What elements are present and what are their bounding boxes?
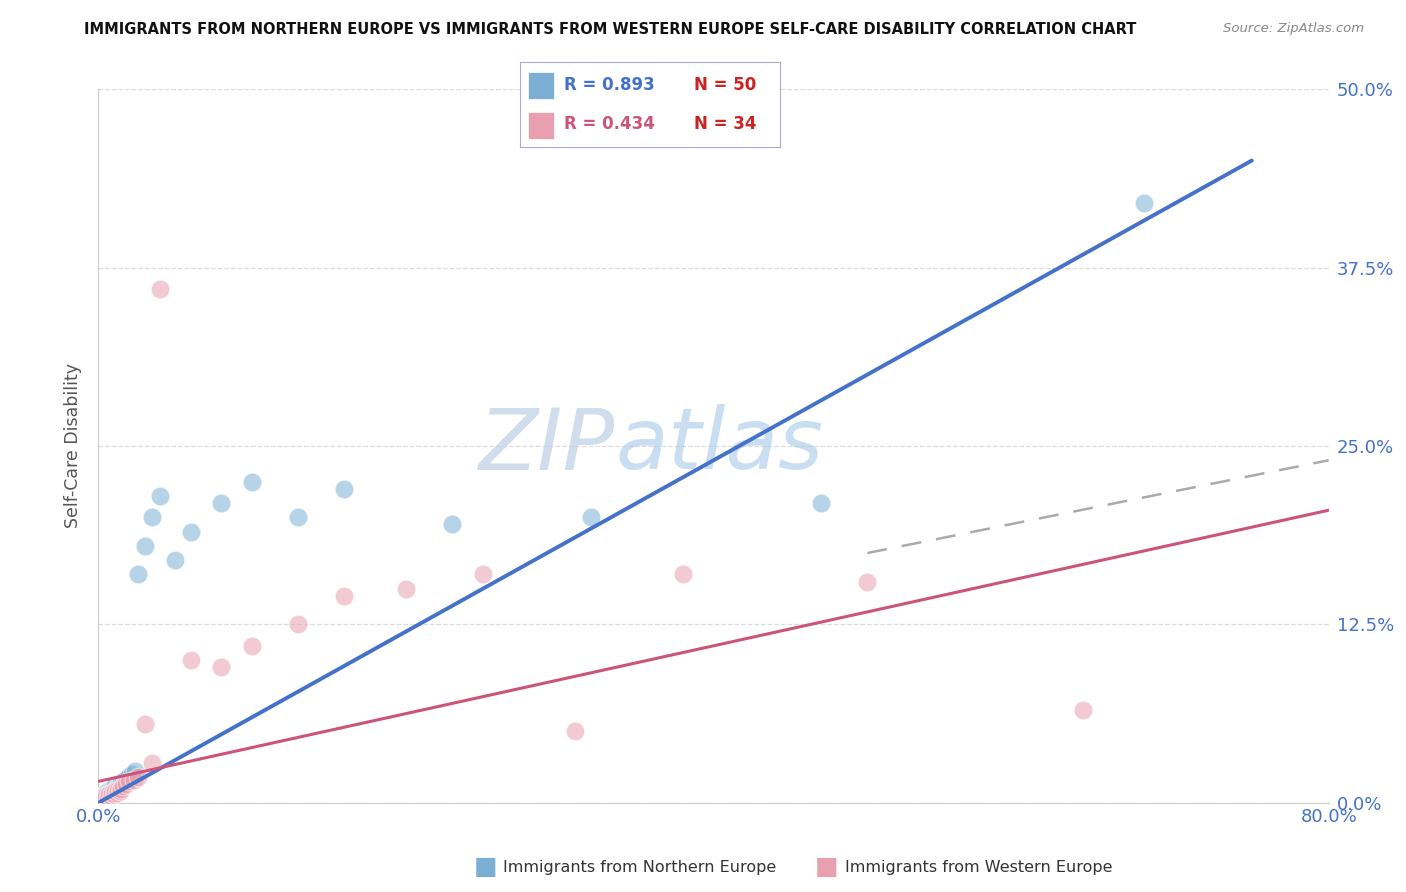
Point <box>395 582 418 596</box>
Point <box>105 786 128 800</box>
Bar <box>529 71 554 99</box>
Point <box>149 489 172 503</box>
Point <box>97 784 120 798</box>
Point <box>107 779 129 793</box>
Point <box>127 770 149 784</box>
Point <box>97 786 120 800</box>
Point <box>100 789 122 803</box>
Y-axis label: Self-Care Disability: Self-Care Disability <box>65 364 83 528</box>
Text: Source: ZipAtlas.com: Source: ZipAtlas.com <box>1223 22 1364 36</box>
Point <box>1071 703 1094 717</box>
Point <box>810 496 832 510</box>
Point <box>115 777 138 791</box>
Point <box>93 791 115 805</box>
Point <box>112 774 135 789</box>
Point <box>118 769 141 783</box>
Point <box>101 781 124 796</box>
Point <box>211 496 233 510</box>
Point <box>114 772 136 787</box>
Point <box>108 777 131 791</box>
Point <box>118 774 141 789</box>
Point <box>97 790 120 805</box>
Point <box>107 783 129 797</box>
Point <box>89 793 111 807</box>
Point <box>672 567 695 582</box>
Point <box>141 756 163 770</box>
Point <box>441 517 464 532</box>
Point <box>180 653 202 667</box>
Point <box>90 791 112 805</box>
Point <box>103 787 125 801</box>
Point <box>98 783 121 797</box>
Point <box>103 783 125 797</box>
Point <box>856 574 879 589</box>
Point <box>471 567 494 582</box>
Point <box>165 553 187 567</box>
Point <box>287 617 309 632</box>
Point <box>112 779 135 793</box>
Point <box>104 779 127 793</box>
Text: N = 34: N = 34 <box>695 115 756 133</box>
Point <box>91 790 114 805</box>
Point <box>105 780 128 794</box>
Point <box>121 767 143 781</box>
Point <box>93 789 115 803</box>
Text: IMMIGRANTS FROM NORTHERN EUROPE VS IMMIGRANTS FROM WESTERN EUROPE SELF-CARE DISA: IMMIGRANTS FROM NORTHERN EUROPE VS IMMIG… <box>84 22 1136 37</box>
Point <box>579 510 602 524</box>
Point <box>287 510 309 524</box>
Text: ZIP: ZIP <box>479 404 616 488</box>
Point <box>1133 196 1156 211</box>
Point <box>94 786 117 800</box>
Text: ■: ■ <box>474 855 496 879</box>
Point <box>134 717 156 731</box>
Text: Immigrants from Northern Europe: Immigrants from Northern Europe <box>503 860 776 874</box>
Point <box>93 790 115 805</box>
Point <box>211 660 233 674</box>
Text: R = 0.893: R = 0.893 <box>564 77 655 95</box>
Point <box>98 787 121 801</box>
Text: Immigrants from Western Europe: Immigrants from Western Europe <box>845 860 1112 874</box>
Point <box>94 787 117 801</box>
Point <box>91 789 114 803</box>
Point <box>240 475 263 489</box>
Point <box>90 793 112 807</box>
Point <box>124 764 146 779</box>
Point <box>97 789 120 803</box>
Point <box>91 791 114 805</box>
Point <box>333 482 356 496</box>
Point <box>91 790 114 805</box>
Point <box>333 589 356 603</box>
Text: R = 0.434: R = 0.434 <box>564 115 655 133</box>
Point <box>134 539 156 553</box>
Point <box>89 794 111 808</box>
Text: atlas: atlas <box>616 404 823 488</box>
Point <box>103 780 125 794</box>
Point <box>104 784 127 798</box>
Point <box>90 791 112 805</box>
Point <box>101 784 124 798</box>
Point <box>110 776 132 790</box>
Point <box>100 781 122 796</box>
Point <box>127 567 149 582</box>
Point <box>94 789 117 803</box>
Point <box>108 784 131 798</box>
Point <box>141 510 163 524</box>
Point <box>115 772 138 786</box>
Point <box>98 786 121 800</box>
Point <box>110 781 132 796</box>
Point <box>94 789 117 803</box>
Point <box>149 282 172 296</box>
Point <box>240 639 263 653</box>
Text: ■: ■ <box>815 855 838 879</box>
Text: N = 50: N = 50 <box>695 77 756 95</box>
Point <box>89 793 111 807</box>
Point <box>180 524 202 539</box>
Bar <box>529 112 554 139</box>
Point <box>100 784 122 798</box>
Point <box>90 790 112 805</box>
Point <box>101 786 124 800</box>
Point <box>564 724 586 739</box>
Point <box>122 772 145 787</box>
Point <box>93 787 115 801</box>
